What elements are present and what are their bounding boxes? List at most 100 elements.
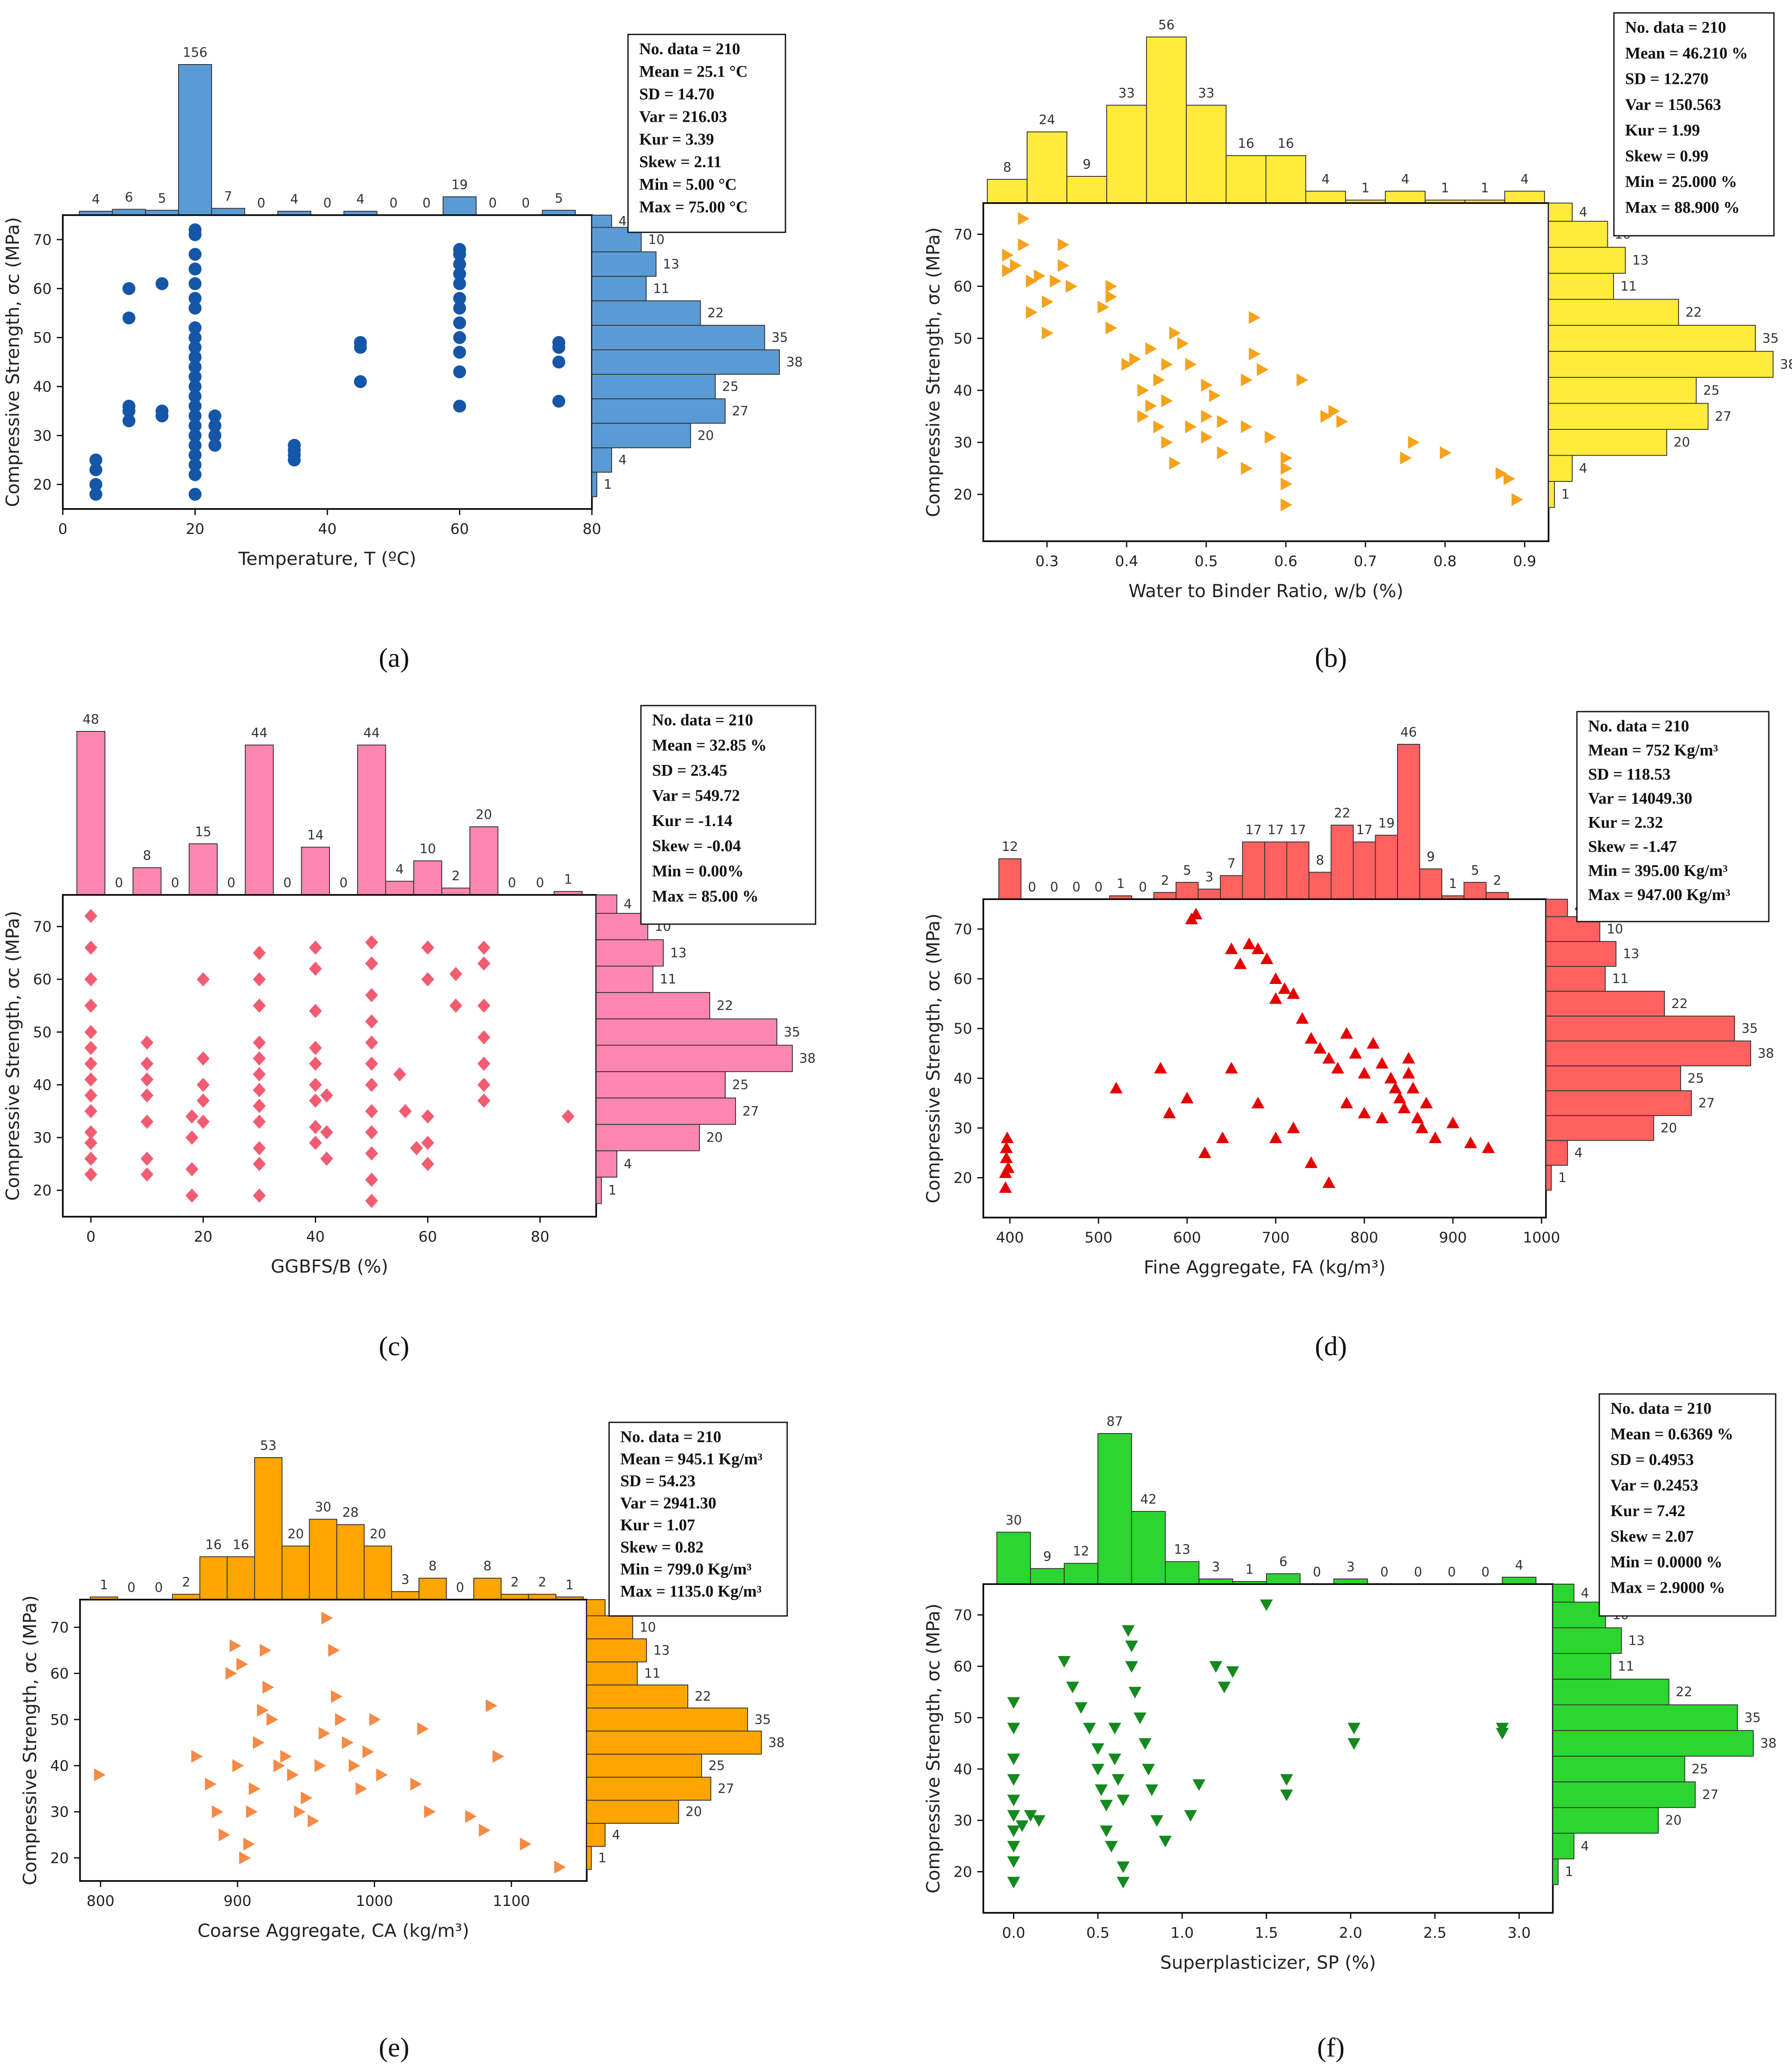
data-point	[246, 1805, 258, 1819]
x-hist-bar	[1064, 1563, 1099, 1585]
data-point	[417, 1722, 429, 1736]
data-point	[1260, 952, 1274, 964]
data-point	[1007, 1753, 1020, 1765]
stats-line: Max = 85.00 %	[652, 888, 759, 906]
stats-line: Mean = 25.1 °C	[639, 63, 748, 81]
y-hist-count-label: 35	[754, 1712, 771, 1727]
x-hist-count-label: 22	[1334, 806, 1350, 821]
x-hist-count-label: 7	[224, 189, 232, 204]
x-hist-count-label: 4	[1515, 1558, 1523, 1573]
x-axis-label: Temperature, T (ºC)	[238, 548, 416, 569]
x-hist-bar	[1176, 882, 1199, 900]
y-hist-count-label: 35	[772, 330, 788, 345]
data-point	[1169, 456, 1181, 470]
data-point	[1180, 1092, 1194, 1104]
data-point	[1305, 1032, 1318, 1044]
data-point	[185, 1188, 199, 1203]
x-hist-count-label: 10	[419, 842, 436, 857]
data-point	[1389, 1082, 1402, 1094]
y-hist-count-label: 20	[686, 1804, 702, 1819]
y-tick-label: 30	[33, 1129, 52, 1147]
data-point	[365, 1014, 378, 1029]
y-hist-count-label: 38	[1758, 1046, 1774, 1061]
y-hist-bar	[1548, 203, 1573, 222]
data-point	[188, 458, 202, 472]
x-hist-count-label: 0	[422, 196, 431, 211]
panel-label: (d)	[1315, 1331, 1347, 1361]
data-point	[1097, 300, 1109, 314]
y-tick-label: 40	[954, 1070, 972, 1087]
data-point	[477, 999, 490, 1013]
x-hist-count-label: 17	[1268, 823, 1284, 838]
y-hist-count-label: 1	[1561, 487, 1570, 502]
x-hist-count-label: 15	[195, 824, 211, 839]
data-point	[1007, 1825, 1020, 1837]
data-point	[266, 1713, 278, 1726]
x-hist-count-label: 8	[428, 1559, 437, 1574]
x-tick-label: 900	[224, 1893, 252, 1910]
data-point	[493, 1750, 505, 1763]
y-tick-label: 50	[50, 1711, 69, 1729]
data-point	[89, 487, 102, 501]
x-hist-bar	[1305, 191, 1346, 204]
data-point	[1169, 327, 1181, 340]
data-point	[252, 1051, 266, 1066]
stats-box	[640, 705, 816, 925]
data-point	[1287, 1121, 1300, 1133]
data-point	[1128, 1687, 1142, 1699]
data-point	[188, 468, 202, 481]
data-point	[552, 336, 566, 349]
y-axis-label: Compressive Strength, σc (MPa)	[19, 1595, 40, 1885]
data-point	[1007, 1877, 1020, 1889]
x-hist-count-label: 3	[1212, 1560, 1220, 1575]
y-hist-count-label: 13	[670, 946, 687, 961]
data-point	[252, 1083, 266, 1098]
y-hist-count-label: 11	[644, 1666, 661, 1681]
y-hist-count-label: 20	[1665, 1813, 1681, 1828]
data-point	[252, 946, 266, 960]
data-point	[1322, 1052, 1336, 1064]
data-point	[318, 1727, 330, 1740]
y-hist-bar	[1552, 1781, 1696, 1808]
data-point	[1280, 1789, 1293, 1801]
data-point	[1320, 410, 1332, 423]
x-hist-count-label: 2	[1161, 873, 1169, 888]
stats-line: Max = 2.9000 %	[1610, 1579, 1725, 1597]
data-point	[365, 935, 378, 950]
data-point	[185, 1109, 199, 1124]
data-point	[1145, 399, 1157, 413]
data-point	[188, 429, 202, 442]
data-point	[188, 331, 202, 344]
data-point	[188, 390, 202, 403]
data-point	[252, 1035, 266, 1050]
y-hist-bar	[586, 1846, 592, 1870]
data-point	[552, 355, 566, 369]
y-hist-bar	[586, 1599, 606, 1616]
data-point	[294, 1805, 306, 1819]
x-tick-label: 0.6	[1274, 553, 1297, 570]
x-hist-count-label: 0	[127, 1580, 135, 1595]
data-point	[1411, 1111, 1424, 1123]
x-hist-bar	[1397, 744, 1420, 900]
x-tick-label: 400	[996, 1229, 1024, 1246]
y-hist-bar	[596, 965, 653, 993]
stats-line: Kur = 3.39	[639, 130, 714, 148]
x-hist-count-label: 0	[1028, 880, 1036, 895]
x-hist-count-label: 33	[1198, 86, 1214, 101]
y-hist-bar	[1548, 299, 1679, 326]
y-hist-bar	[1548, 455, 1573, 482]
x-tick-label: 80	[531, 1228, 549, 1246]
x-hist-bar	[1330, 824, 1354, 900]
x-hist-count-label: 0	[1313, 1565, 1321, 1580]
x-hist-count-label: 3	[1205, 870, 1213, 885]
y-hist-count-label: 25	[1692, 1762, 1708, 1777]
data-point	[365, 1035, 378, 1050]
y-tick-label: 50	[954, 1709, 972, 1727]
data-point	[1225, 942, 1238, 954]
x-hist-count-label: 3	[401, 1572, 410, 1587]
x-hist-count-label: 17	[1356, 823, 1373, 838]
data-point	[376, 1768, 388, 1782]
data-point	[410, 1141, 423, 1156]
data-point	[140, 1167, 154, 1182]
